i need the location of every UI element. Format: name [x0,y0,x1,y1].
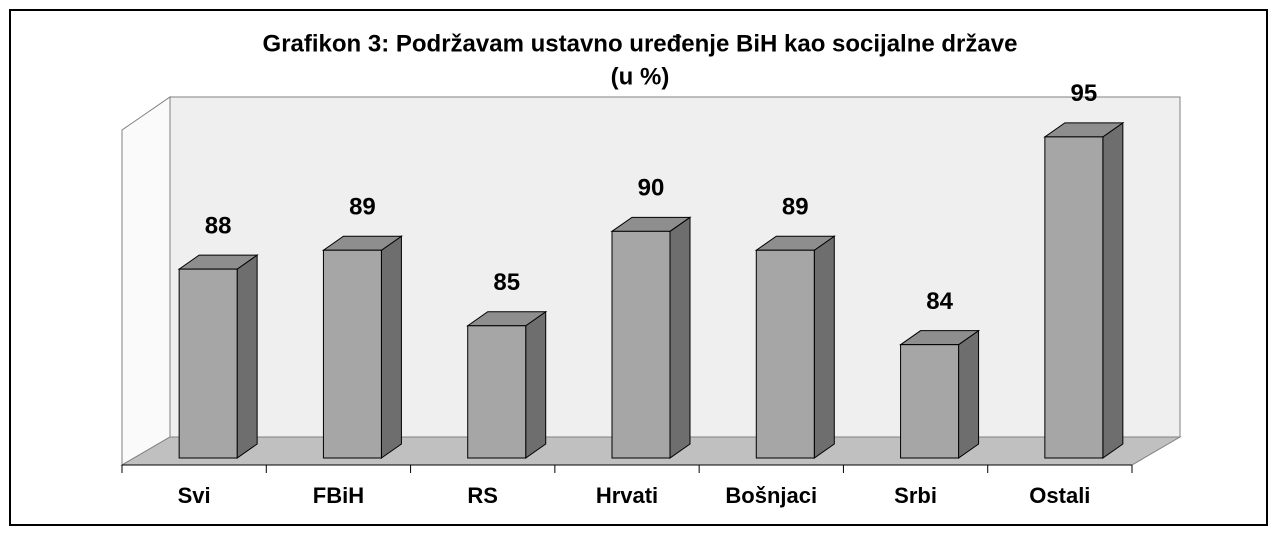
bar-side [813,235,835,459]
bar [900,344,960,459]
bar-side [380,235,402,459]
bar-side [958,329,980,459]
bar [467,325,527,459]
bar [611,230,671,459]
bar-side [1102,121,1124,459]
bar [178,268,238,459]
value-label: 85 [493,269,520,296]
x-tick-label: RS [467,483,498,508]
bar-side [236,254,258,459]
chart-subtitle: (u %) [611,63,670,90]
value-label: 88 [205,212,232,239]
value-label: 89 [782,194,809,221]
bar-side [525,310,547,459]
bar [755,249,815,459]
x-tick-label: Hrvati [596,483,658,508]
value-label: 84 [926,288,953,315]
x-tick-label: Ostali [1029,483,1090,508]
chart-title: Grafikon 3: Podržavam ustavno uređenje B… [263,30,1018,57]
bar-side [669,216,691,459]
bar [322,249,382,459]
value-label: 89 [349,194,376,221]
side-wall [121,96,171,466]
x-tick-label: FBiH [313,483,364,508]
bar [1044,136,1104,459]
value-label: 90 [638,175,665,202]
x-tick-label: Srbi [894,483,937,508]
value-label: 95 [1071,80,1098,107]
x-tick-label: Svi [178,483,211,508]
x-tick-label: Bošnjaci [725,483,817,508]
